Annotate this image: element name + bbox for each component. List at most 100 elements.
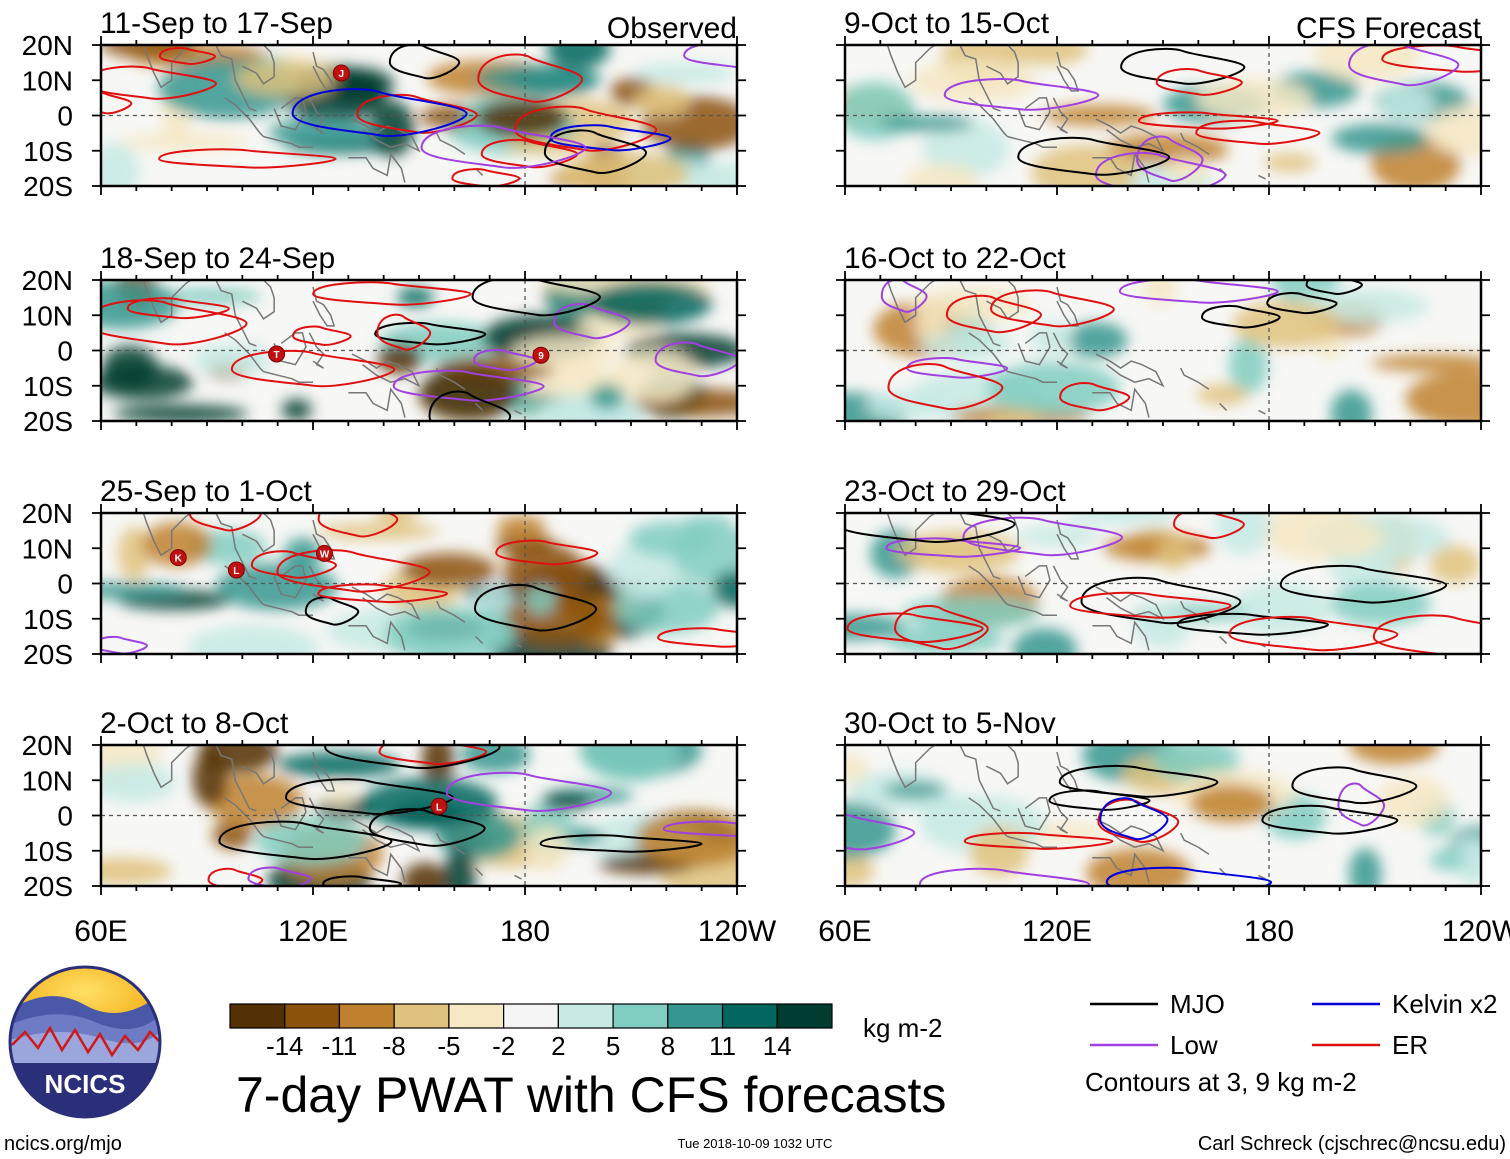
tropical-cyclone-marker: T <box>268 345 286 363</box>
contour-line <box>317 583 449 604</box>
tropical-cyclone-marker: J <box>332 64 350 82</box>
axis-ticks <box>92 504 746 663</box>
coastlines <box>142 745 522 883</box>
axis-ticks <box>92 36 746 195</box>
panel-title: 16-Oct to 22-Oct <box>844 242 1066 275</box>
contour-line <box>963 831 1114 850</box>
lon-axis-forecast: 60E 120E 180 120W <box>818 915 1510 948</box>
contour-line <box>428 390 512 421</box>
contour-line <box>513 105 658 152</box>
lon-axis-observed: 60E 120E 180 120W <box>74 915 777 948</box>
legend-item: ER <box>1312 1030 1428 1060</box>
legend-item: Low <box>1090 1030 1218 1060</box>
lat-label: 20S <box>23 171 73 202</box>
contour-line <box>495 539 599 566</box>
contour-line <box>368 808 486 847</box>
map-panel: 9-Oct to 15-Oct CFS Forecast <box>836 7 1490 195</box>
tropical-cyclone-marker: K <box>169 549 187 567</box>
map-panel: 23-Oct to 29-Oct <box>836 475 1490 663</box>
contour-line <box>312 281 472 306</box>
contour-line <box>943 77 1100 111</box>
contour-line <box>894 605 989 651</box>
contour-line <box>247 866 312 886</box>
contour-line <box>101 91 133 115</box>
lat-label: 10S <box>23 136 73 167</box>
legend-note: Contours at 3, 9 kg m-2 <box>1085 1067 1357 1097</box>
contour-line <box>207 867 264 886</box>
lat-label: 10N <box>22 65 73 96</box>
colorbar: -14 -11 -8 -5 -2 2 5 8 11 14 <box>229 1003 833 1061</box>
contour-line <box>1120 47 1246 85</box>
axis-ticks <box>836 736 1490 895</box>
storm-letter: 9 <box>538 351 544 362</box>
contour-line <box>1291 766 1418 805</box>
contour-line <box>374 321 487 346</box>
legend-item: MJO <box>1090 989 1225 1019</box>
wave-contours <box>880 280 1363 412</box>
axis-ticks <box>92 736 746 895</box>
tropical-cyclone-marker: 9 <box>532 346 550 364</box>
lat-label: 20S <box>23 871 73 902</box>
colorbar-label: -5 <box>437 1031 460 1061</box>
contour-line <box>101 65 217 100</box>
wave-contours <box>207 745 737 886</box>
pwat-anomaly-field <box>845 745 1481 886</box>
contour-line <box>1080 576 1242 625</box>
lat-label: 20S <box>23 639 73 670</box>
footer-url: ncics.org/mjo <box>4 1133 122 1155</box>
map-panel: L 20N 10N 0 10S 20S 2-Oct to 8-Oct <box>22 707 746 902</box>
forecast-label: CFS Forecast <box>1296 12 1482 45</box>
colorbar-swatch <box>721 1003 778 1029</box>
contour-line <box>846 612 984 644</box>
contour-line <box>477 53 584 103</box>
lat-label: 20N <box>22 730 73 761</box>
coastlines <box>142 280 522 418</box>
contour-line <box>378 745 488 765</box>
contour-line <box>1305 280 1363 295</box>
contour-line <box>906 357 1009 379</box>
lat-label: 10N <box>22 765 73 796</box>
contour-line <box>683 45 737 68</box>
contour-line <box>324 745 501 770</box>
lat-label: 20N <box>22 265 73 296</box>
storm-letter: K <box>175 554 183 565</box>
pwat-anomaly-field <box>845 45 1481 186</box>
storm-letter: W <box>320 549 330 560</box>
storm-letter: L <box>233 566 239 577</box>
colorbar-swatch <box>393 1003 450 1029</box>
tropical-cyclone-marker: L <box>227 561 245 579</box>
contour-line <box>445 771 613 812</box>
contour-line <box>657 627 737 648</box>
lat-label: 20N <box>22 30 73 61</box>
contour-line <box>388 45 461 80</box>
contour-line <box>158 148 337 169</box>
contour-line <box>158 46 217 65</box>
contour-line <box>552 303 631 340</box>
wave-contours <box>943 45 1481 186</box>
colorbar-label: 2 <box>551 1031 565 1061</box>
legend-item: Kelvin x2 <box>1312 989 1498 1019</box>
storm-letter: T <box>274 350 280 361</box>
contour-line <box>392 369 545 402</box>
lat-label: 0 <box>57 336 73 367</box>
colorbar-label: 11 <box>709 1031 736 1061</box>
lon-label: 60E <box>818 915 871 948</box>
storm-letter: L <box>436 802 442 813</box>
map-panel: 16-Oct to 22-Oct <box>836 242 1490 430</box>
footer-author: Carl Schreck (cjschrec@ncsu.edu) <box>1198 1133 1506 1155</box>
contour-line <box>101 635 148 654</box>
tropical-cyclone-marker: L <box>430 797 448 815</box>
contour-line <box>1094 151 1227 186</box>
contour-line <box>1059 382 1131 412</box>
colorbar-label: -14 <box>266 1031 304 1061</box>
contour-line <box>1228 615 1399 652</box>
contour-line <box>1137 111 1279 130</box>
panel-title: 18-Sep to 24-Sep <box>100 242 335 275</box>
lon-label: 60E <box>74 915 127 948</box>
colorbar-label: -11 <box>322 1031 358 1061</box>
contour-line <box>1118 280 1279 304</box>
lon-label: 120W <box>698 915 777 948</box>
contour-line <box>1266 292 1338 315</box>
wave-contours <box>845 764 1418 886</box>
